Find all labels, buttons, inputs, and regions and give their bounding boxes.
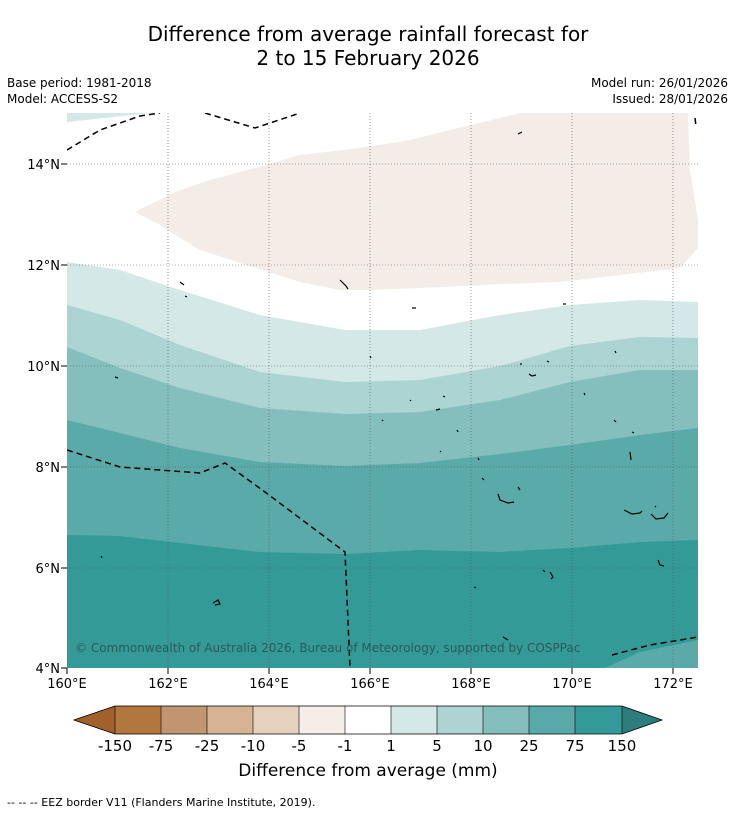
lat-label: 4°N <box>36 662 61 677</box>
colorbar-tick: 1 <box>386 737 396 755</box>
colorbar-tick: -25 <box>195 737 220 755</box>
meta-right: Model run: 26/01/2026 Issued: 28/01/2026 <box>591 75 728 107</box>
band-dry-light <box>135 113 698 290</box>
lon-label: 160°E <box>47 677 87 692</box>
lat-labels: 14°N 12°N 10°N 8°N 6°N 4°N <box>27 158 60 677</box>
lon-label: 164°E <box>249 677 289 692</box>
colorbar-tick: 10 <box>473 737 492 755</box>
colorbar-tick: 150 <box>608 737 637 755</box>
model-run: Model run: 26/01/2026 <box>590 76 728 90</box>
colorbar-segment <box>391 706 437 734</box>
meta-left: Base period: 1981-2018 Model: ACCESS-S2 <box>7 75 152 107</box>
lon-labels: 160°E 162°E 164°E 166°E 168°E 170°E 172°… <box>47 677 693 692</box>
chart-title: Difference from average rainfall forecas… <box>0 22 736 70</box>
eez-legend: -- -- -- EEZ border V11 (Flanders Marine… <box>7 796 316 809</box>
colorbar-title: Difference from average (mm) <box>238 761 498 781</box>
colorbar-segment <box>115 706 161 734</box>
colorbar-segment <box>437 706 483 734</box>
lat-label: 8°N <box>36 461 61 476</box>
band-wet-top <box>67 113 150 122</box>
gridlines <box>67 113 698 668</box>
islands <box>100 131 669 641</box>
lat-label: 14°N <box>27 158 60 173</box>
contour-fills <box>67 113 698 668</box>
band-wet-6 <box>605 640 698 668</box>
colorbar-tick: -1 <box>338 737 353 755</box>
colorbar-segment <box>253 706 299 734</box>
colorbar-segment <box>345 706 391 734</box>
copyright-notice: © Commonwealth of Australia 2026, Bureau… <box>75 641 581 655</box>
colorbar-segment <box>622 706 662 734</box>
title-line-2: 2 to 15 February 2026 <box>256 46 480 70</box>
colorbar-segment <box>299 706 345 734</box>
lon-label: 168°E <box>451 677 491 692</box>
lon-axis <box>66 668 674 674</box>
colorbar-segment <box>529 706 575 734</box>
lat-label: 12°N <box>27 259 60 274</box>
lon-label: 170°E <box>552 677 592 692</box>
colorbar-tick: -5 <box>292 737 307 755</box>
colorbar: -150 -75 -25 -10 -5 -1 1 5 10 25 75 150 <box>72 705 664 755</box>
lat-axis <box>61 163 67 669</box>
band-wet-5 <box>67 535 698 668</box>
colorbar-segment <box>483 706 529 734</box>
model-name: Model: ACCESS-S2 <box>7 92 119 106</box>
colorbar-segment <box>161 706 207 734</box>
lon-label: 166°E <box>350 677 390 692</box>
colorbar-segment <box>575 706 622 734</box>
colorbar-segment <box>207 706 253 734</box>
colorbar-tick: 75 <box>565 737 584 755</box>
colorbar-tick: -75 <box>149 737 174 755</box>
colorbar-tick: -150 <box>98 737 132 755</box>
colorbar-tick: 25 <box>519 737 538 755</box>
colorbar-tick: 5 <box>432 737 442 755</box>
eez-border <box>67 113 698 668</box>
lon-label: 172°E <box>653 677 693 692</box>
title-line-1: Difference from average rainfall forecas… <box>147 22 589 46</box>
issued-date: Issued: 28/01/2026 <box>612 92 728 106</box>
colorbar-tick: -10 <box>241 737 266 755</box>
lat-label: 6°N <box>36 562 61 577</box>
colorbar-segment <box>73 705 116 735</box>
lat-label: 10°N <box>27 360 60 375</box>
base-period: Base period: 1981-2018 <box>7 76 152 90</box>
lon-label: 162°E <box>148 677 188 692</box>
